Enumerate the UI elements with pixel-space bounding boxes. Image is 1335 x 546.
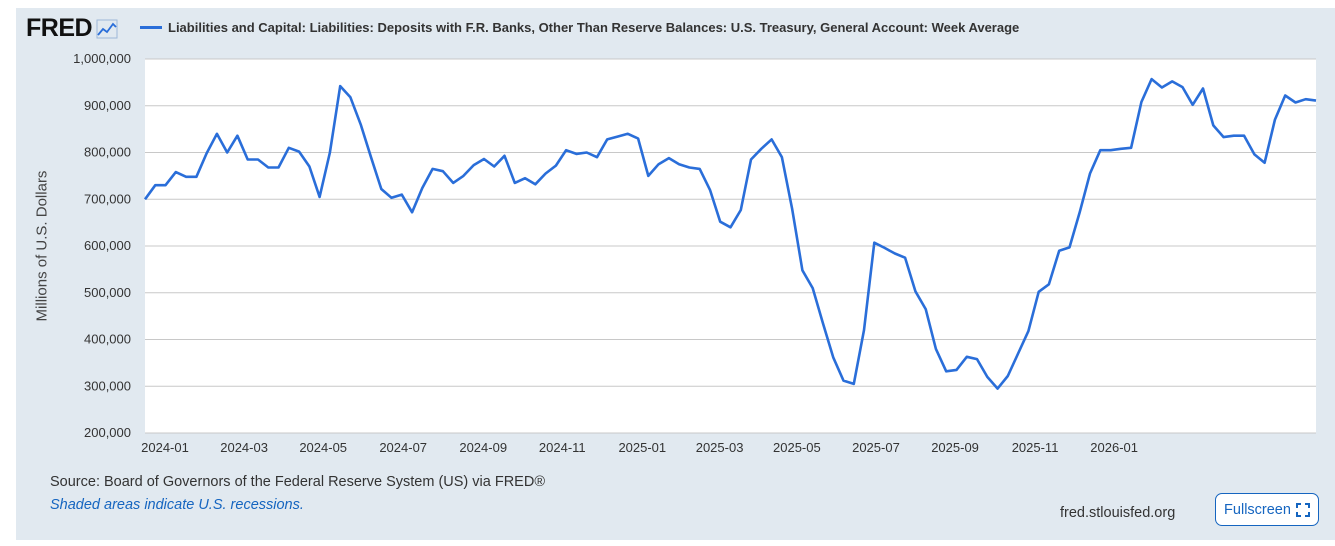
- fullscreen-label: Fullscreen: [1224, 501, 1291, 518]
- y-tick-label: 900,000: [84, 98, 131, 113]
- x-tick-label: 2024-01: [141, 440, 189, 455]
- x-tick-label: 2025-09: [931, 440, 979, 455]
- x-tick-label: 2024-03: [220, 440, 268, 455]
- x-tick-label: 2025-07: [852, 440, 900, 455]
- chart-title: Liabilities and Capital: Liabilities: De…: [168, 20, 1020, 35]
- fullscreen-button[interactable]: Fullscreen: [1215, 493, 1319, 526]
- legend-line-swatch: [140, 26, 162, 29]
- fred-logo[interactable]: FRED: [26, 14, 118, 43]
- site-url[interactable]: fred.stlouisfed.org: [1060, 505, 1176, 521]
- source-text: Source: Board of Governors of the Federa…: [50, 474, 546, 490]
- y-tick-labels: 200,000 300,000 400,000 500,000 600,000 700,0…: [73, 51, 131, 440]
- y-tick-label: 600,000: [84, 238, 131, 253]
- chart-legend: Liabilities and Capital: Liabilities: De…: [140, 20, 1019, 35]
- x-tick-label: 2024-11: [539, 440, 586, 455]
- series-line: [143, 77, 1317, 390]
- x-tick-label: 2025-03: [696, 440, 744, 455]
- x-tick-label: 2025-01: [618, 440, 666, 455]
- x-tick-labels: 2024-01 2024-03 2024-05 2024-07 2024-09 2024-…: [141, 440, 1138, 455]
- recession-note: Shaded areas indicate U.S. recessions.: [50, 497, 304, 513]
- x-tick-label: 2024-07: [379, 440, 427, 455]
- line-chart-icon: [96, 19, 118, 38]
- x-tick-label: 2024-09: [459, 440, 507, 455]
- y-tick-label: 200,000: [84, 425, 131, 440]
- fred-logo-text: FRED: [26, 14, 93, 42]
- x-tick-label: 2025-11: [1012, 440, 1059, 455]
- gridlines: [145, 58, 1316, 434]
- y-tick-label: 1,000,000: [73, 51, 131, 66]
- y-tick-label: 800,000: [84, 145, 131, 160]
- y-tick-label: 300,000: [84, 378, 131, 393]
- x-tick-label: 2025-05: [773, 440, 821, 455]
- x-tick-label: 2024-05: [299, 440, 347, 455]
- y-tick-label: 700,000: [84, 191, 131, 206]
- y-tick-label: 400,000: [84, 332, 131, 347]
- y-tick-label: 500,000: [84, 285, 131, 300]
- fullscreen-icon: [1295, 502, 1310, 517]
- x-tick-label: 2026-01: [1090, 440, 1138, 455]
